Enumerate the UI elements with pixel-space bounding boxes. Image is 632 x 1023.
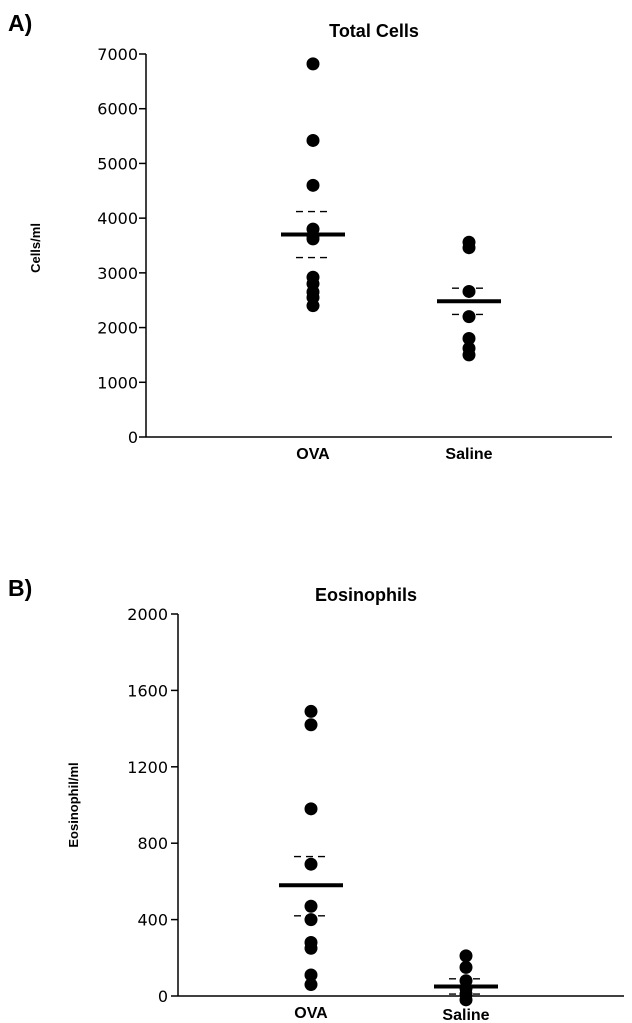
panel-b-ytick-label: 0	[158, 987, 168, 1006]
panel-a-point-saline	[462, 348, 476, 362]
panel-b-marks	[279, 704, 498, 1007]
chart-panel-a: A) Total Cells Cells/ml 0 1000 2000 3000 400…	[8, 10, 612, 463]
panel-a-xtick-saline: Saline	[445, 446, 492, 463]
panel-a-point-saline	[462, 310, 476, 324]
panel-a-ytick-label: 6000	[97, 100, 138, 119]
panel-a-point-ova	[306, 178, 320, 192]
panel-b-point-ova	[304, 802, 318, 816]
panel-b-ytick-label: 1200	[127, 758, 168, 777]
panel-b-ticks: 0 400 800 1200 1600 2000	[127, 605, 178, 1006]
panel-b-point-ova	[304, 704, 318, 718]
panel-a-point-saline	[462, 332, 476, 346]
panel-a-letter: A)	[8, 10, 32, 36]
panel-a-ytick-label: 7000	[97, 45, 138, 64]
panel-a-ytick-label: 0	[128, 428, 138, 447]
panel-b-point-ova	[304, 857, 318, 871]
panel-b-point-saline	[459, 960, 473, 974]
panel-a-ytick-label: 2000	[97, 319, 138, 338]
panel-a-xtick-ova: OVA	[296, 446, 330, 463]
panel-b-point-ova	[304, 941, 318, 955]
panel-b-point-ova	[304, 978, 318, 992]
panel-a-ytick-label: 1000	[97, 373, 138, 392]
panel-a-ylabel: Cells/ml	[28, 223, 43, 273]
panel-b-ytick-label: 400	[137, 911, 168, 930]
panel-a-point-ova	[306, 299, 320, 313]
panel-a-marks	[281, 57, 501, 362]
panel-a-ytick-label: 3000	[97, 264, 138, 283]
panel-b-point-saline	[459, 949, 473, 963]
panel-b-point-saline	[459, 993, 473, 1007]
panel-b-point-ova	[304, 913, 318, 927]
panel-b-xtick-ova: OVA	[294, 1005, 328, 1022]
panel-b-title: Eosinophils	[315, 585, 417, 605]
panel-b-ytick-label: 800	[137, 834, 168, 853]
panel-a-title: Total Cells	[329, 21, 419, 41]
panel-a-point-saline	[462, 241, 476, 255]
panel-b-point-ova	[304, 968, 318, 982]
panel-a-point-ova	[306, 57, 320, 71]
panel-a-ticks: 0 1000 2000 3000 4000 5000 6000 7000	[97, 45, 146, 447]
panel-b-point-ova	[304, 718, 318, 732]
panel-b-ytick-label: 1600	[127, 681, 168, 700]
panel-a-ytick-label: 4000	[97, 209, 138, 228]
panel-b-ytick-label: 2000	[127, 605, 168, 624]
chart-panel-b: B) Eosinophils Eosinophil/ml 0 400 800 1200…	[8, 575, 624, 1023]
panel-b-ylabel: Eosinophil/ml	[66, 762, 81, 847]
panel-a-ytick-label: 5000	[97, 154, 138, 173]
panel-b-xtick-saline: Saline	[442, 1007, 489, 1023]
panel-b-point-ova	[304, 899, 318, 913]
panel-a-point-saline	[462, 284, 476, 298]
panel-b-letter: B)	[8, 575, 32, 601]
panel-a-point-ova	[306, 133, 320, 147]
